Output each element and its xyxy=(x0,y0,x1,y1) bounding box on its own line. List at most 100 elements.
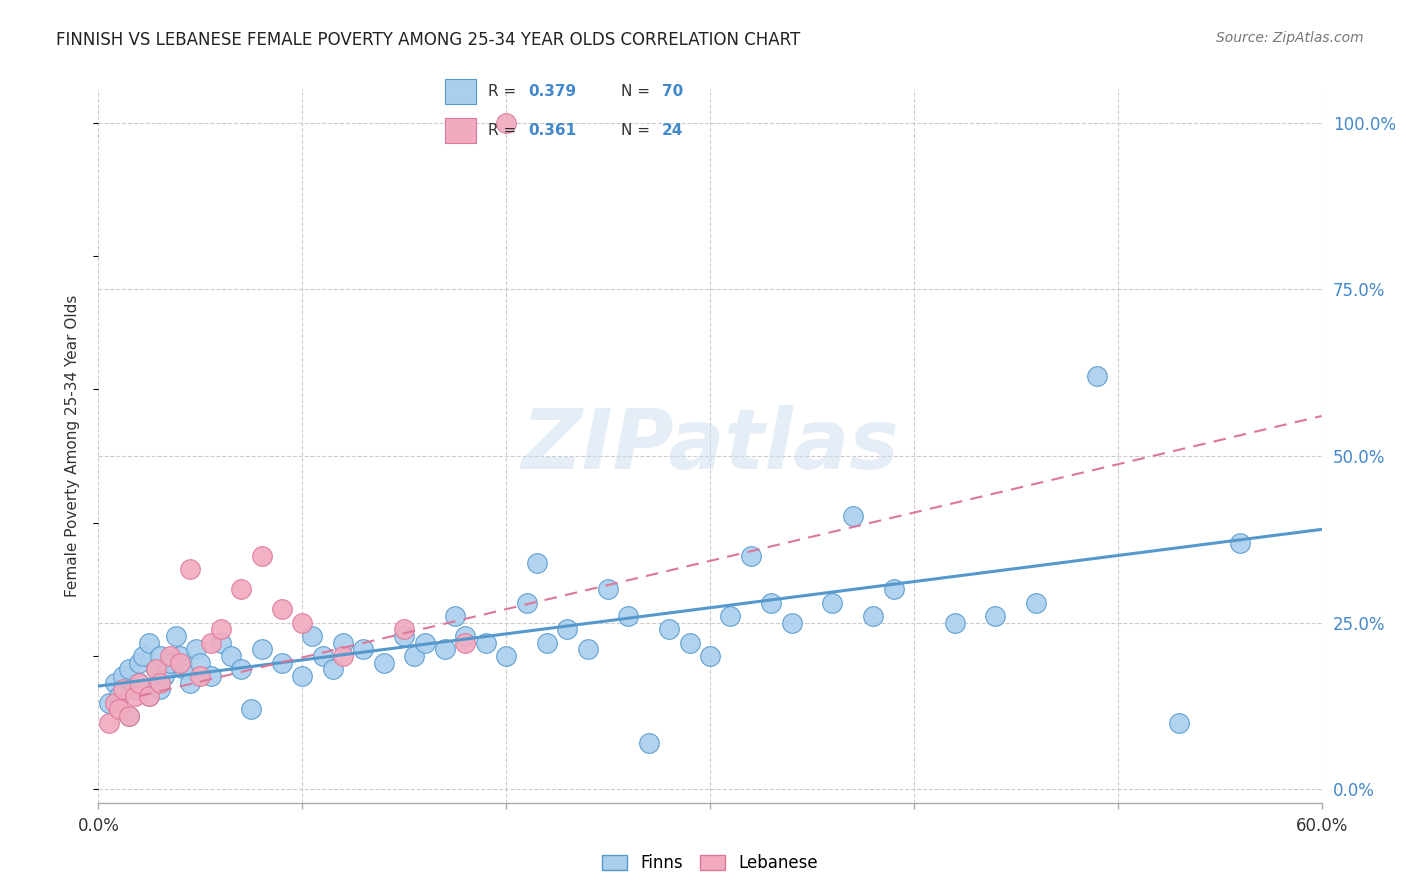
Point xyxy=(332,649,354,664)
Point xyxy=(699,649,721,664)
Text: 70: 70 xyxy=(662,84,683,99)
Text: ZIPatlas: ZIPatlas xyxy=(522,406,898,486)
Point xyxy=(128,656,150,670)
Point xyxy=(159,656,181,670)
Point xyxy=(138,689,160,703)
Text: Source: ZipAtlas.com: Source: ZipAtlas.com xyxy=(1216,31,1364,45)
Point xyxy=(149,675,172,690)
Point xyxy=(250,642,273,657)
Point xyxy=(598,582,620,597)
Point xyxy=(270,656,294,670)
Point xyxy=(149,682,172,697)
Point xyxy=(291,615,314,630)
Text: 0.379: 0.379 xyxy=(529,84,576,99)
Text: N =: N = xyxy=(621,84,655,99)
Point xyxy=(373,656,395,670)
Point xyxy=(169,656,191,670)
Point xyxy=(152,669,174,683)
Point xyxy=(1085,368,1108,383)
Point xyxy=(352,642,374,657)
Point xyxy=(118,709,141,723)
Text: FINNISH VS LEBANESE FEMALE POVERTY AMONG 25-34 YEAR OLDS CORRELATION CHART: FINNISH VS LEBANESE FEMALE POVERTY AMONG… xyxy=(56,31,800,49)
Point xyxy=(188,656,212,670)
Point xyxy=(576,642,599,657)
Point xyxy=(231,662,253,676)
Point xyxy=(132,649,155,664)
Text: R =: R = xyxy=(488,123,522,138)
Point xyxy=(404,649,426,664)
Point xyxy=(495,115,517,129)
Point xyxy=(720,609,742,624)
Point xyxy=(454,636,477,650)
Point xyxy=(780,615,803,630)
Point xyxy=(145,662,167,676)
Point xyxy=(474,636,498,650)
Y-axis label: Female Poverty Among 25-34 Year Olds: Female Poverty Among 25-34 Year Olds xyxy=(65,295,80,597)
Point xyxy=(173,662,195,676)
Point xyxy=(658,623,681,637)
Point xyxy=(761,596,783,610)
Point xyxy=(219,649,242,664)
Point xyxy=(188,669,212,683)
Point xyxy=(97,715,120,730)
Point xyxy=(179,675,201,690)
Point xyxy=(984,609,1007,624)
Point xyxy=(434,642,457,657)
Point xyxy=(111,682,134,697)
Point xyxy=(149,649,172,664)
Point xyxy=(557,623,579,637)
Point xyxy=(104,675,127,690)
Point xyxy=(118,709,141,723)
Point xyxy=(454,629,477,643)
Point xyxy=(186,642,208,657)
Point xyxy=(118,662,141,676)
Point xyxy=(679,636,702,650)
Point xyxy=(169,649,191,664)
Point xyxy=(536,636,558,650)
Point xyxy=(312,649,335,664)
Point xyxy=(821,596,844,610)
Point xyxy=(322,662,344,676)
Text: R =: R = xyxy=(488,84,522,99)
Point xyxy=(301,629,323,643)
Point xyxy=(138,636,160,650)
Point xyxy=(291,669,314,683)
Point xyxy=(250,549,273,563)
Point xyxy=(209,636,232,650)
Point xyxy=(240,702,263,716)
Point xyxy=(209,623,232,637)
Point xyxy=(138,689,160,703)
Bar xyxy=(446,78,477,104)
Point xyxy=(740,549,762,563)
Point xyxy=(841,509,863,524)
Point xyxy=(413,636,436,650)
Point xyxy=(883,582,905,597)
Point xyxy=(617,609,640,624)
Point xyxy=(516,596,538,610)
Text: 0.361: 0.361 xyxy=(529,123,576,138)
Point xyxy=(1025,596,1047,610)
Point xyxy=(1167,715,1189,730)
Point xyxy=(104,696,127,710)
Point xyxy=(270,602,294,616)
Text: 24: 24 xyxy=(662,123,683,138)
Point xyxy=(862,609,884,624)
Point xyxy=(124,682,146,697)
Point xyxy=(108,689,131,703)
Point xyxy=(145,662,167,676)
Legend: Finns, Lebanese: Finns, Lebanese xyxy=(593,846,827,880)
Point xyxy=(392,629,416,643)
Point xyxy=(128,675,150,690)
Point xyxy=(495,649,517,664)
Point xyxy=(943,615,966,630)
Point xyxy=(97,696,120,710)
Point xyxy=(200,636,222,650)
Point xyxy=(444,609,467,624)
Point xyxy=(526,556,548,570)
Point xyxy=(165,629,187,643)
Point xyxy=(124,689,146,703)
Bar xyxy=(446,118,477,143)
Text: N =: N = xyxy=(621,123,655,138)
Point xyxy=(111,669,134,683)
Point xyxy=(159,649,181,664)
